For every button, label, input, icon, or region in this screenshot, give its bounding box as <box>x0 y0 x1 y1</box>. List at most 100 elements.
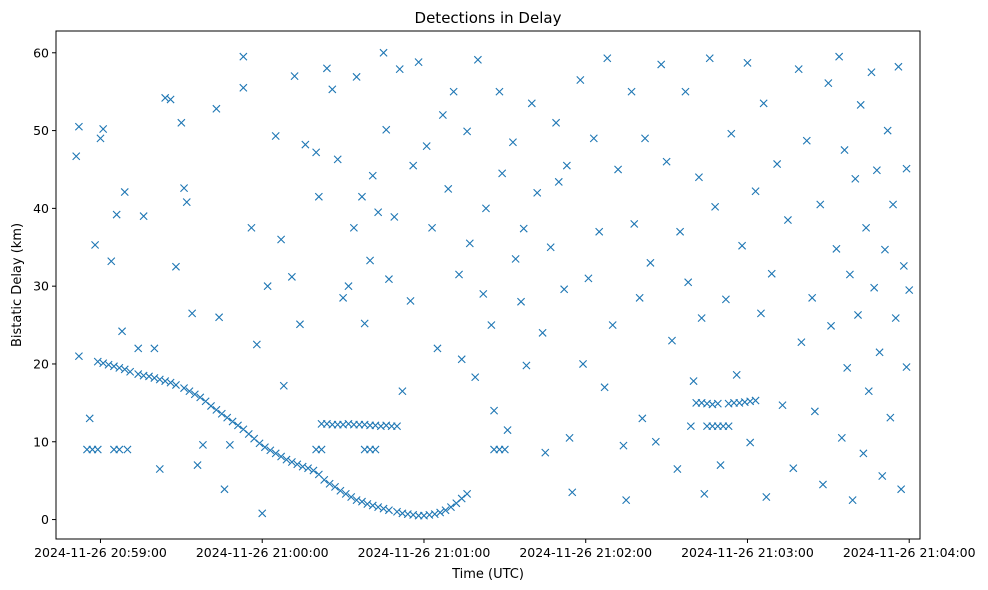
detection-point <box>697 314 706 323</box>
detection-point <box>897 485 906 494</box>
y-tick-label: 60 <box>33 45 49 60</box>
detection-point <box>705 54 714 63</box>
detection-point <box>667 336 676 345</box>
detection-point <box>579 359 588 368</box>
detection-point <box>384 506 393 515</box>
detection-point <box>546 243 555 252</box>
detection-point <box>899 261 908 270</box>
detection-point <box>902 363 911 372</box>
detection-point <box>894 62 903 71</box>
detection-point <box>188 309 197 318</box>
detection-point <box>93 445 102 454</box>
detection-point <box>239 52 248 61</box>
detection-point <box>743 58 752 67</box>
detection-point <box>336 486 345 495</box>
detection-point <box>851 174 860 183</box>
detection-point <box>503 426 512 435</box>
detection-point <box>382 125 391 134</box>
detection-point <box>134 344 143 353</box>
detection-point <box>109 362 118 371</box>
detection-point <box>120 188 129 197</box>
detection-point <box>390 212 399 221</box>
y-tick-label: 30 <box>33 279 49 294</box>
detection-point <box>641 134 650 143</box>
detection-point <box>239 83 248 92</box>
detection-point <box>247 223 256 232</box>
detection-point <box>304 464 313 473</box>
x-tick-label: 2024-11-26 21:03:00 <box>681 545 814 560</box>
detection-point <box>118 327 127 336</box>
detection-point <box>414 58 423 67</box>
detection-point <box>166 95 175 104</box>
detection-point <box>368 171 377 180</box>
detection-point <box>185 387 194 396</box>
detection-point <box>374 208 383 217</box>
detection-point <box>878 471 887 480</box>
detection-point <box>862 223 871 232</box>
detection-point <box>818 480 827 489</box>
detection-point <box>325 479 334 488</box>
detection-point <box>115 445 124 454</box>
detection-point <box>309 466 318 475</box>
detection-point <box>301 140 310 149</box>
detection-point <box>255 439 264 448</box>
detection-point <box>681 87 690 96</box>
detection-point <box>126 367 135 376</box>
detection-point <box>751 187 760 196</box>
detection-point <box>837 433 846 442</box>
detection-point <box>635 293 644 302</box>
detection-point <box>872 166 881 175</box>
detection-point <box>115 363 124 372</box>
detection-point <box>74 352 83 361</box>
detection-point <box>352 72 361 81</box>
detection-point <box>511 254 520 263</box>
detection-point <box>287 457 296 466</box>
detection-point <box>455 270 464 279</box>
detection-point <box>832 244 841 253</box>
detection-point <box>845 270 854 279</box>
detection-point <box>738 241 747 250</box>
detection-point <box>406 296 415 305</box>
detection-point <box>495 87 504 96</box>
detection-point <box>104 360 113 369</box>
detection-point <box>562 161 571 170</box>
detection-point <box>341 489 350 498</box>
detection-point <box>279 381 288 390</box>
detection-point <box>363 500 372 508</box>
detection-point <box>622 496 631 505</box>
detection-point <box>99 125 108 134</box>
x-tick-label: 2024-11-26 21:01:00 <box>358 545 491 560</box>
x-tick-label: 2024-11-26 21:02:00 <box>519 545 652 560</box>
detection-point <box>331 482 340 491</box>
detection-point <box>827 321 836 330</box>
detection-point <box>751 396 760 405</box>
detection-point <box>700 489 709 498</box>
detection-point <box>271 449 280 458</box>
detection-point <box>646 258 655 267</box>
detection-point <box>96 134 105 143</box>
detection-point <box>155 464 164 473</box>
detection-point <box>252 340 261 349</box>
detection-point <box>864 387 873 396</box>
detection-point <box>608 321 617 330</box>
detection-point <box>409 161 418 170</box>
detection-point <box>673 464 682 473</box>
detection-point <box>277 235 286 244</box>
detection-point <box>393 422 402 431</box>
detection-point <box>870 283 879 292</box>
detection-point <box>880 245 889 254</box>
detection-point <box>155 375 164 384</box>
detection-point <box>182 198 191 207</box>
detection-point <box>859 449 868 458</box>
detection-point <box>487 321 496 330</box>
detection-point <box>368 501 377 510</box>
x-axis-ticks: 2024-11-26 20:59:00 2024-11-26 21:00:00 20… <box>34 539 976 560</box>
detection-point <box>794 65 803 74</box>
detection-point <box>721 295 730 304</box>
detection-point <box>686 422 695 431</box>
detection-point <box>120 365 129 374</box>
detection-point <box>584 274 593 283</box>
detection-point <box>816 200 825 209</box>
detection-point <box>320 475 329 484</box>
